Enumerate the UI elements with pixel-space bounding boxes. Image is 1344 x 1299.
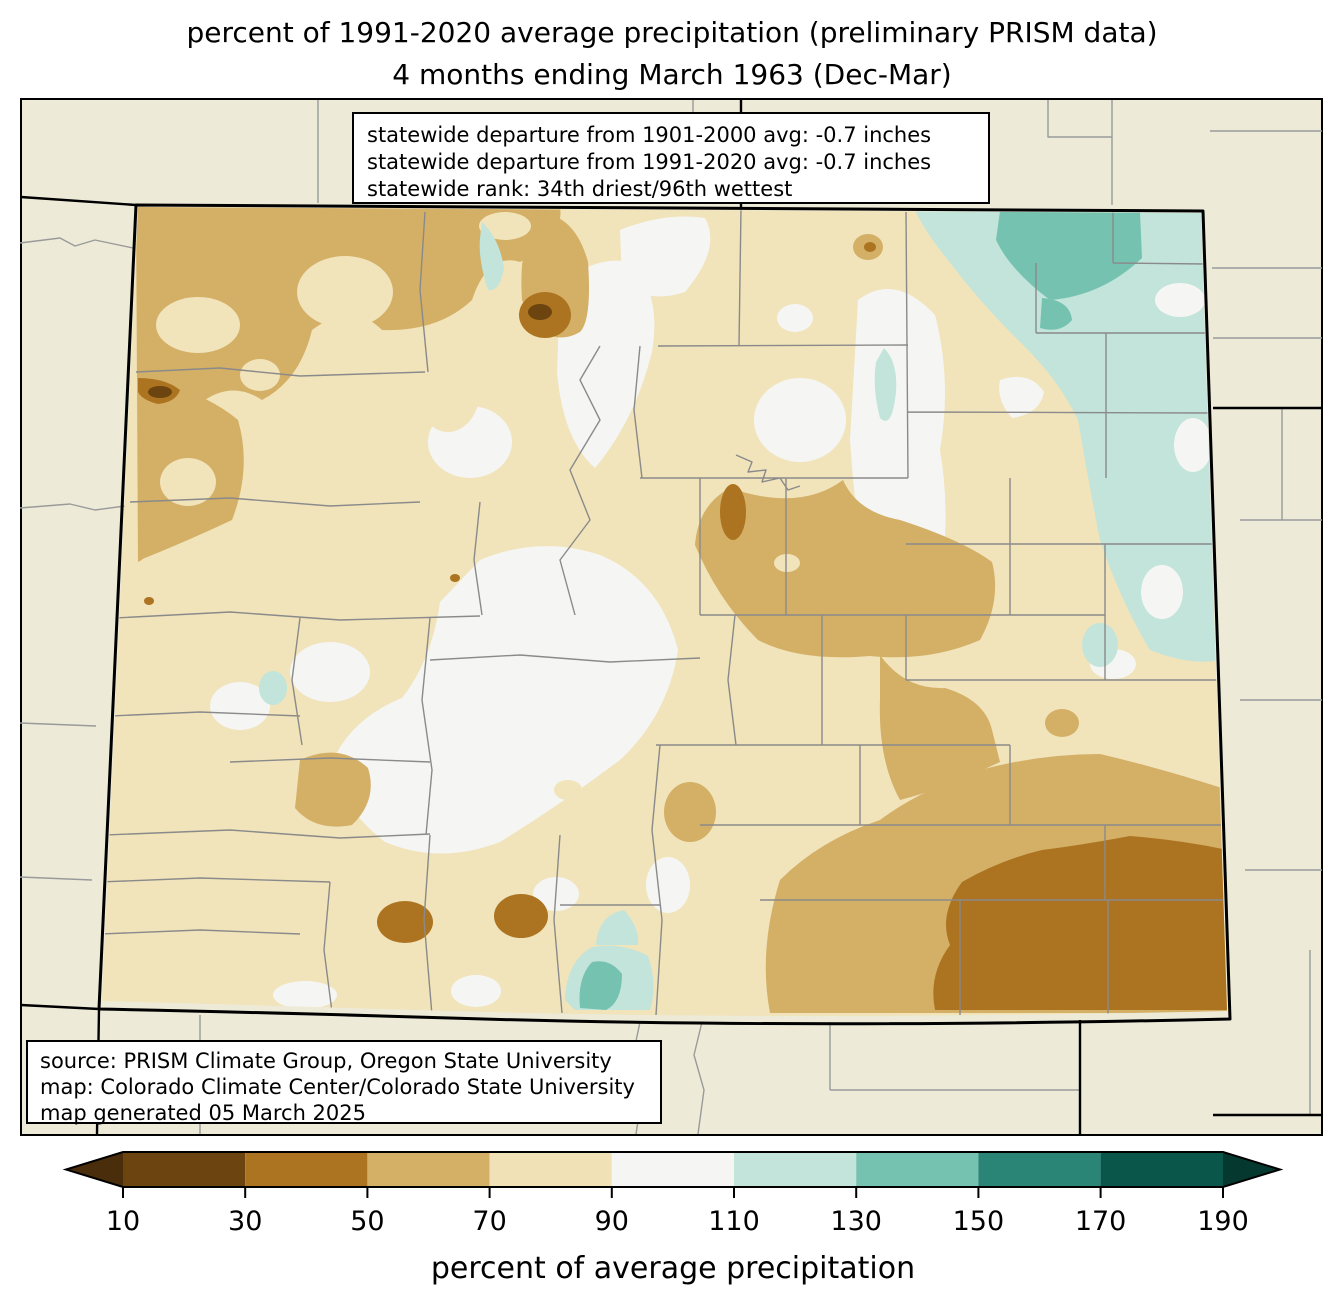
stats-line3: statewide rank: 34th driest/96th wettest <box>367 177 792 201</box>
stats-box <box>352 112 990 204</box>
field-10-30 <box>148 304 552 398</box>
colorbar-segment-130-150 <box>856 1152 979 1187</box>
source-line1: source: PRISM Climate Group, Oregon Stat… <box>40 1049 612 1073</box>
field-ne-white-patches <box>999 283 1212 619</box>
colorbar: 10 30 50 70 90 110 130 150 170 190 perce… <box>62 1151 1284 1286</box>
colorbar-segment-170-190 <box>1100 1152 1223 1187</box>
colorado-county-lines <box>102 207 1226 1016</box>
colorbar-segment-70-90 <box>489 1152 612 1187</box>
stats-line2: statewide departure from 1991-2020 avg: … <box>367 150 931 174</box>
colorbar-segment-10-30 <box>123 1152 246 1187</box>
map-title-line1: percent of 1991-2020 average precipitati… <box>186 16 1157 49</box>
colorbar-tick-170: 170 <box>1075 1206 1127 1237</box>
colorbar-tick-90: 90 <box>595 1206 629 1237</box>
colorbar-segment-50-70 <box>367 1152 490 1187</box>
colorbar-segment-150-170 <box>978 1152 1101 1187</box>
map-title-line2: 4 months ending March 1963 (Dec-Mar) <box>392 58 951 91</box>
colorado-state-border <box>97 203 1232 1026</box>
colorbar-segment-110-130 <box>734 1152 857 1187</box>
colorbar-tick-10: 10 <box>106 1206 140 1237</box>
precipitation-field <box>102 207 1227 1016</box>
field-70-90-patches <box>156 212 800 800</box>
stats-line1: statewide departure from 1901-2000 avg: … <box>367 123 931 147</box>
colorbar-under-arrow <box>66 1152 123 1187</box>
colorbar-tick-30: 30 <box>228 1206 262 1237</box>
colorbar-tick-130: 130 <box>830 1206 882 1237</box>
field-130-150 <box>579 211 1142 1010</box>
colorbar-tick-marks <box>122 1187 1224 1198</box>
source-box <box>26 1040 662 1124</box>
colorbar-over-arrow <box>1223 1152 1280 1187</box>
source-line3: map generated 05 March 2025 <box>40 1101 366 1125</box>
colorbar-tick-110: 110 <box>708 1206 760 1237</box>
colorbar-segment-30-50 <box>245 1152 368 1187</box>
colorbar-tick-190: 190 <box>1197 1206 1249 1237</box>
colorbar-tick-70: 70 <box>472 1206 506 1237</box>
colorbar-axis-label: percent of average precipitation <box>431 1251 915 1286</box>
colorbar-tick-150: 150 <box>953 1206 1005 1237</box>
colorbar-tick-50: 50 <box>350 1206 384 1237</box>
source-line2: map: Colorado Climate Center/Colorado St… <box>40 1075 635 1099</box>
colorbar-segment-90-110 <box>611 1152 734 1187</box>
